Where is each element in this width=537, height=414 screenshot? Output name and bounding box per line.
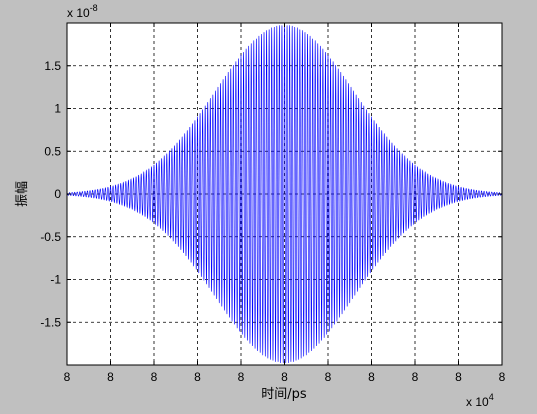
x-tick-label: 8 (107, 370, 114, 384)
y-axis-label: 振幅 (15, 181, 30, 207)
x-tick-label: 8 (151, 370, 158, 384)
tick-labels: 8 8 8 8 8 8 8 8 8 8 8 -1.5 -1 -0.5 0 0.5 1 1.5 (40, 59, 505, 384)
y-tick-label: 1.5 (44, 59, 61, 73)
y-tick-label: 1 (54, 102, 61, 116)
x-tick-label: 8 (238, 370, 245, 384)
x-tick-label: 8 (368, 370, 375, 384)
x-tick-label: 8 (64, 370, 71, 384)
x-tick-label: 8 (325, 370, 332, 384)
y-tick-label: -0.5 (40, 230, 61, 244)
x-axis-label: 时间/ps (261, 387, 307, 402)
y-tick-label: 0.5 (44, 144, 61, 158)
x-tick-label: 8 (281, 370, 288, 384)
x-tick-label: 8 (194, 370, 201, 384)
x-exponent-label: x 104 (466, 392, 494, 409)
y-tick-label: -1 (50, 273, 61, 287)
axis-ticks (66, 23, 503, 365)
x-tick-label: 8 (412, 370, 419, 384)
x-tick-label: 8 (499, 370, 506, 384)
y-exponent-label: x 10-8 (67, 3, 98, 20)
x-tick-label: 8 (455, 370, 462, 384)
grid-lines (67, 23, 502, 365)
y-tick-label: -1.5 (40, 315, 61, 329)
y-tick-label: 0 (54, 187, 61, 201)
